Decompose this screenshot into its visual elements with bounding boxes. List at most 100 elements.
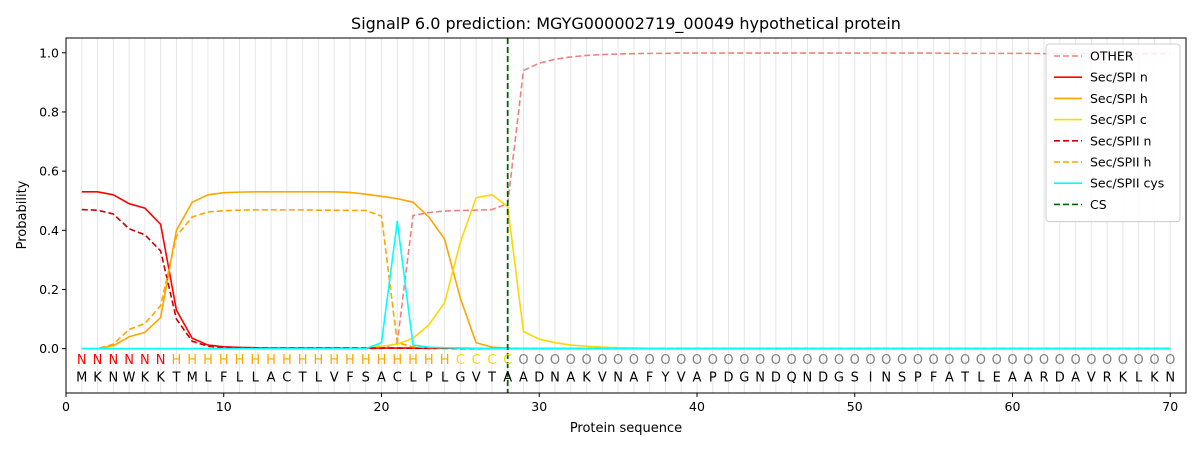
region-letter: O: [597, 353, 607, 368]
y-tick-label: 0.0: [39, 341, 59, 356]
sequence-letter: V: [598, 371, 607, 386]
region-letter: O: [787, 353, 797, 368]
region-letter: O: [1086, 353, 1096, 368]
sequence-letter: G: [739, 371, 749, 386]
x-tick-label: 40: [689, 399, 705, 414]
region-letter: H: [172, 353, 182, 368]
region-letter: O: [771, 353, 781, 368]
sequence-letter: S: [362, 371, 370, 386]
sequence-letter: F: [220, 371, 227, 386]
region-letter: C: [503, 353, 512, 368]
sequence-letter: V: [472, 371, 481, 386]
legend-label: Sec/SPII h: [1090, 155, 1151, 170]
region-letter: C: [487, 353, 496, 368]
y-tick-label: 0.4: [39, 223, 59, 238]
x-tick-label: 10: [216, 399, 232, 414]
region-letter: O: [1165, 353, 1175, 368]
sequence-letter: A: [693, 371, 702, 386]
region-letter: O: [992, 353, 1002, 368]
region-letter: O: [581, 353, 591, 368]
region-letter: O: [976, 353, 986, 368]
region-letter: O: [897, 353, 907, 368]
region-letter: H: [408, 353, 418, 368]
sequence-annotation: NMNKNNNWNKNKHTHMHLHFHLHLHAHCHTHLHVHFHSHA…: [76, 353, 1175, 386]
sequence-letter: T: [298, 371, 307, 386]
sequence-letter: A: [267, 371, 276, 386]
series-lines: [81, 52, 1171, 350]
y-axis-label: Probability: [15, 180, 30, 249]
sequence-letter: A: [503, 371, 512, 386]
region-letter: O: [834, 353, 844, 368]
region-letter: O: [802, 353, 812, 368]
region-letter: O: [566, 353, 576, 368]
sequence-letter: N: [881, 371, 891, 386]
sequence-letter: K: [1150, 371, 1159, 386]
sequence-letter: I: [869, 371, 873, 386]
sequence-letter: L: [252, 371, 260, 386]
sequence-letter: L: [1135, 371, 1143, 386]
sequence-letter: D: [534, 371, 544, 386]
sequence-letter: L: [236, 371, 244, 386]
axes: 0 10 20 30 40 50 60 70 0.0 0.2 0.4 0.6 0.8 1.0: [39, 45, 1178, 414]
sequence-letter: M: [76, 371, 87, 386]
sequence-letter: A: [377, 371, 386, 386]
region-letter: H: [424, 353, 434, 368]
region-letter: O: [676, 353, 686, 368]
sequence-letter: C: [282, 371, 291, 386]
sequence-letter: N: [1165, 371, 1175, 386]
region-letter: H: [392, 353, 402, 368]
sequence-letter: V: [677, 371, 686, 386]
x-tick-label: 30: [531, 399, 547, 414]
sequence-letter: T: [171, 371, 180, 386]
region-letter: N: [156, 353, 166, 368]
sequence-letter: A: [1071, 371, 1080, 386]
sequence-letter: D: [724, 371, 734, 386]
y-tick-label: 0.2: [39, 282, 59, 297]
sequence-letter: D: [771, 371, 781, 386]
region-letter: H: [219, 353, 229, 368]
sequence-letter: K: [141, 371, 150, 386]
region-letter: O: [1149, 353, 1159, 368]
sequence-letter: V: [1087, 371, 1096, 386]
sequence-letter: A: [519, 371, 528, 386]
legend-label: Sec/SPII n: [1090, 133, 1151, 148]
region-letter: N: [77, 353, 87, 368]
sequence-letter: G: [834, 371, 844, 386]
sequence-letter: L: [441, 371, 449, 386]
region-letter: O: [723, 353, 733, 368]
sequence-letter: F: [646, 371, 653, 386]
sequence-letter: T: [487, 371, 496, 386]
region-letter: H: [298, 353, 308, 368]
sequence-letter: A: [566, 371, 575, 386]
region-letter: O: [881, 353, 891, 368]
sequence-letter: Q: [787, 371, 797, 386]
sequence-letter: D: [818, 371, 828, 386]
region-letter: O: [629, 353, 639, 368]
region-letter: O: [645, 353, 655, 368]
region-letter: N: [93, 353, 103, 368]
region-letter: O: [518, 353, 528, 368]
region-letter: H: [266, 353, 276, 368]
sequence-letter: G: [455, 371, 465, 386]
sequence-letter: L: [204, 371, 212, 386]
region-letter: H: [250, 353, 260, 368]
y-tick-label: 1.0: [39, 45, 59, 60]
x-tick-label: 20: [374, 399, 390, 414]
sequence-letter: K: [1119, 371, 1128, 386]
sequence-letter: S: [851, 371, 859, 386]
region-letter: N: [140, 353, 150, 368]
chart-title: SignalP 6.0 prediction: MGYG000002719_00…: [351, 14, 901, 34]
sequence-letter: P: [709, 371, 717, 386]
region-letter: N: [108, 353, 118, 368]
region-letter: O: [1023, 353, 1033, 368]
grid-lines: [81, 38, 1171, 393]
sequence-letter: E: [993, 371, 1001, 386]
region-letter: O: [739, 353, 749, 368]
sequence-letter: P: [914, 371, 922, 386]
sequence-letter: N: [550, 371, 560, 386]
sequence-letter: S: [898, 371, 906, 386]
sequence-letter: R: [1040, 371, 1049, 386]
legend-label: CS: [1090, 197, 1107, 212]
region-letter: O: [1070, 353, 1080, 368]
